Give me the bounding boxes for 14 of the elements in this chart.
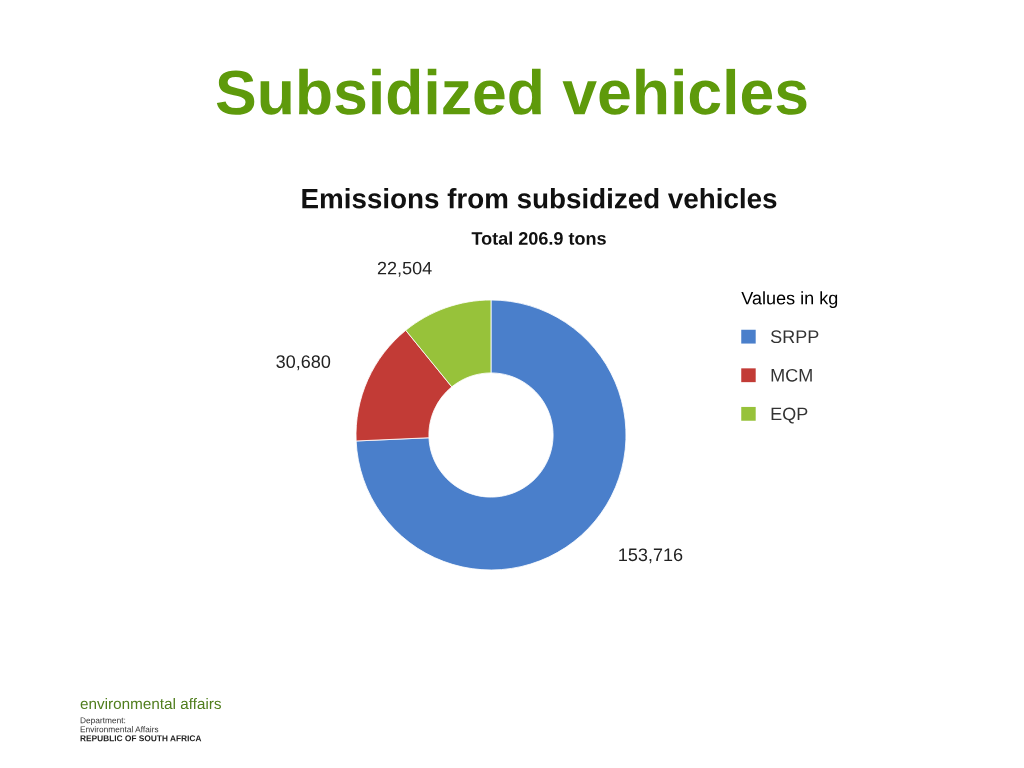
data-label: 22,504 xyxy=(377,261,432,277)
text: Department: xyxy=(80,717,126,725)
text: Total 206.9 tons xyxy=(471,231,606,245)
text: environmental affairs xyxy=(80,697,221,710)
data-label: 153,716 xyxy=(619,548,683,564)
legend-title: Values in kg xyxy=(741,291,838,309)
text: Environmental Affairs xyxy=(80,726,159,733)
legend-label: SRPP xyxy=(770,330,819,344)
chart-title: Subsidized vehicles xyxy=(216,68,807,115)
text: REPUBLIC OF SOUTH AFRICA xyxy=(80,735,202,742)
data-label: 30,680 xyxy=(276,355,331,371)
legend-label: EQP xyxy=(771,407,808,424)
legend-label: MCM xyxy=(771,368,812,382)
chart-subtitle: Emissions from subsidized vehicles xyxy=(302,188,777,209)
